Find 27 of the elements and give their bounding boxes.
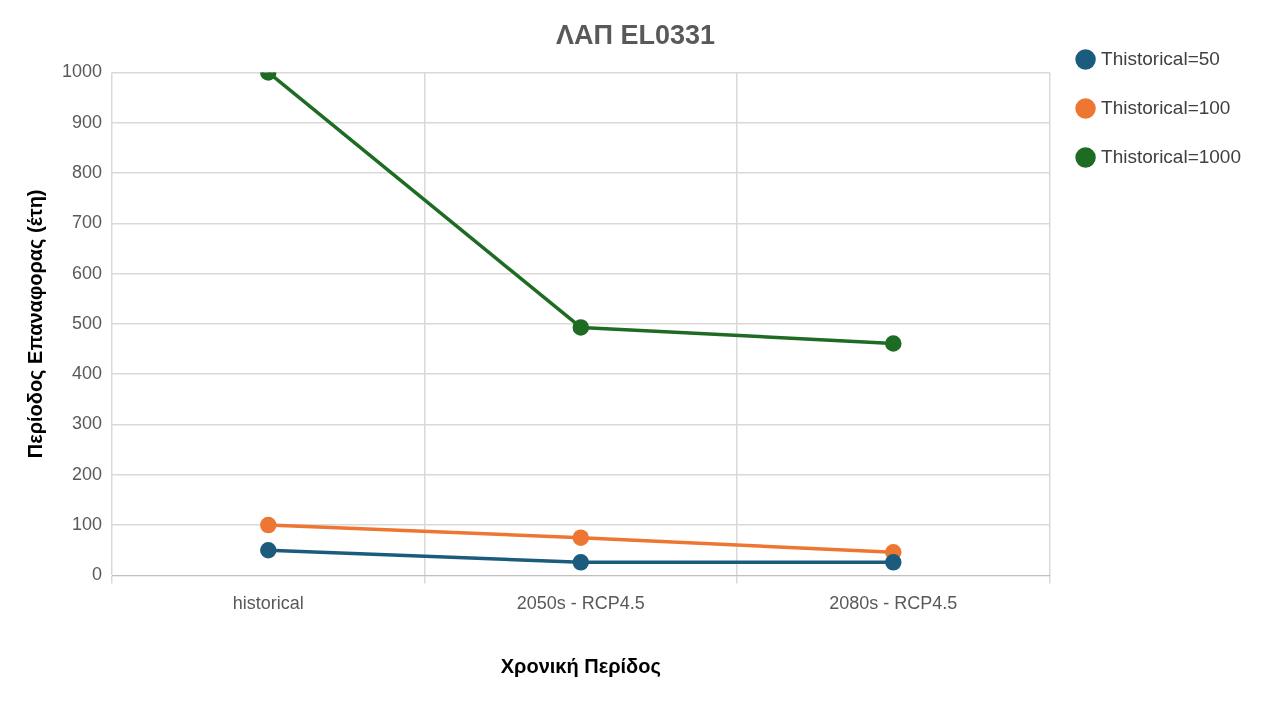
y-tick-label: 1000 xyxy=(62,61,103,82)
y-tick-label: 900 xyxy=(72,111,103,132)
point xyxy=(572,529,590,546)
x-tick-label: 2050s - RCP4.5 xyxy=(516,593,645,614)
x-axis-title: Χρονική Περίδος xyxy=(500,654,661,677)
x-tick-label: 2080s - RCP4.5 xyxy=(829,593,958,614)
y-tick-label: 400 xyxy=(72,363,103,384)
legend-label: Thistorical=100 xyxy=(1101,96,1231,118)
y-tick-label: 200 xyxy=(72,463,103,484)
y-tick-label: 800 xyxy=(72,161,103,182)
point xyxy=(572,554,590,571)
y-tick-label: 100 xyxy=(72,514,103,535)
point xyxy=(260,516,277,534)
y-tick-label: 300 xyxy=(72,413,103,434)
y-tick-label: 700 xyxy=(72,212,103,233)
point xyxy=(260,542,277,559)
y-axis-title: Περίοδος Επαναφορας (έτη) xyxy=(23,189,46,459)
point xyxy=(572,319,590,336)
y-tick-label: 0 xyxy=(92,564,103,585)
y-tick-label: 600 xyxy=(72,262,103,283)
chart-title: ΛΑΠ EL0331 xyxy=(555,19,716,50)
point xyxy=(885,335,902,352)
x-tick-label: historical xyxy=(232,593,304,614)
legend-label: Thistorical=50 xyxy=(1101,47,1220,69)
legend-label: Thistorical=1000 xyxy=(1101,145,1242,167)
y-tick-label: 500 xyxy=(72,312,103,333)
point xyxy=(885,554,902,571)
